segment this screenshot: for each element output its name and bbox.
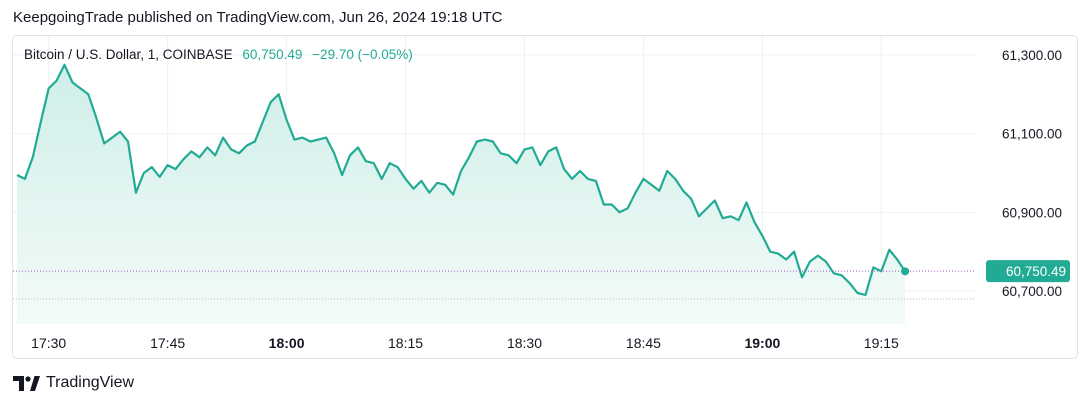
x-tick-label: 19:15 <box>864 335 899 351</box>
y-tick-label: 61,300.00 <box>1002 48 1062 63</box>
footer: TradingView <box>13 374 134 392</box>
footer-brand[interactable]: TradingView <box>46 374 135 391</box>
x-tick-label: 18:15 <box>388 335 423 351</box>
legend-symbol: Bitcoin / U.S. Dollar, 1, COINBASE <box>24 47 233 62</box>
x-tick-label: 17:30 <box>31 335 66 351</box>
x-tick-label: 18:45 <box>626 335 661 351</box>
series-line <box>16 63 907 296</box>
chart-legend: Bitcoin / U.S. Dollar, 1, COINBASE 60,75… <box>24 47 413 62</box>
chart-frame <box>12 35 1078 359</box>
y-tick-label: 61,100.00 <box>1002 127 1062 142</box>
publisher-line: KeepgoingTrade published on TradingView.… <box>13 9 503 26</box>
tradingview-logo-icon <box>13 375 40 391</box>
x-tick-label: 19:00 <box>744 335 780 351</box>
last-price-label: 60,750.49 <box>1006 264 1066 279</box>
x-tick-label: 18:30 <box>507 335 542 351</box>
y-tick-label: 60,700.00 <box>1002 284 1062 299</box>
legend-last-price: 60,750.49 <box>242 47 303 62</box>
last-price-badge <box>986 260 1070 283</box>
legend-change: −29.70 (−0.05%) <box>312 47 413 62</box>
x-tick-label: 17:45 <box>150 335 185 351</box>
x-tick-label: 18:00 <box>269 335 305 351</box>
series-area <box>17 64 906 325</box>
last-point-marker <box>901 267 910 276</box>
y-tick-label: 60,900.00 <box>1002 205 1062 220</box>
